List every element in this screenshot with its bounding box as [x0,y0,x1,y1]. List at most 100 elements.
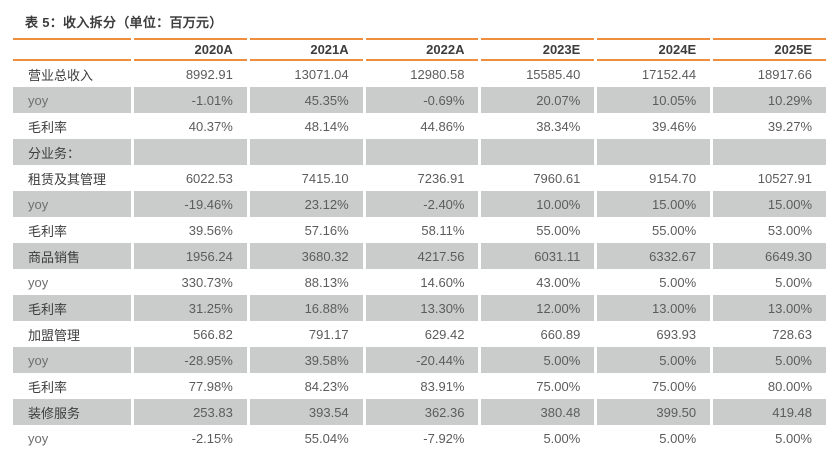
cell-value: 55.00% [481,217,595,243]
cell-value: 40.37% [134,113,247,139]
column-header: 2023E [481,38,595,61]
cell-value: 12980.58 [365,61,479,87]
header-empty-cell [13,38,131,61]
row-label: yoy [13,269,131,295]
row-label: 加盟管理 [13,321,131,347]
cell-value: 38.34% [481,113,595,139]
header-row: 2020A 2021A 2022A 2023E 2024E 2025E [13,38,826,61]
table-row: 毛利率 77.98% 84.23% 83.91% 75.00% 75.00% 8… [13,373,826,399]
cell-value: 9154.70 [597,165,711,191]
cell-value [249,139,363,165]
cell-value: -0.69% [365,87,479,113]
cell-value: 10.29% [713,87,826,113]
cell-value: 39.58% [249,347,363,373]
table-row: yoy -1.01% 45.35% -0.69% 20.07% 10.05% 1… [13,87,826,113]
cell-value: 1956.24 [134,243,247,269]
table-row: yoy -19.46% 23.12% -2.40% 10.00% 15.00% … [13,191,826,217]
row-label: 商品销售 [13,243,131,269]
cell-value: 10.00% [481,191,595,217]
cell-value: 55.04% [249,425,363,451]
cell-value: 43.00% [481,269,595,295]
table-title: 表 5：收入拆分（单位：百万元） [25,15,223,30]
cell-value: 13071.04 [249,61,363,87]
cell-value: 7236.91 [365,165,479,191]
cell-value: 5.00% [597,425,711,451]
column-header: 2024E [597,38,711,61]
cell-value: 45.35% [249,87,363,113]
cell-value: 10.05% [597,87,711,113]
cell-value: 5.00% [481,347,595,373]
column-header: 2025E [713,38,826,61]
cell-value [134,139,247,165]
row-label: 分业务： [13,139,131,165]
cell-value: -1.01% [134,87,247,113]
row-label: 营业总收入 [13,61,131,87]
cell-value: 13.00% [597,295,711,321]
cell-value: 39.56% [134,217,247,243]
row-label: 毛利率 [13,217,131,243]
cell-value: 15.00% [713,191,826,217]
cell-value: 88.13% [249,269,363,295]
table-row: 加盟管理 566.82 791.17 629.42 660.89 693.93 … [13,321,826,347]
cell-value: 77.98% [134,373,247,399]
table-row: 毛利率 39.56% 57.16% 58.11% 55.00% 55.00% 5… [13,217,826,243]
cell-value: -20.44% [365,347,479,373]
cell-value: 80.00% [713,373,826,399]
row-label: yoy [13,87,131,113]
table-row: 商品销售 1956.24 3680.32 4217.56 6031.11 633… [13,243,826,269]
cell-value: 330.73% [134,269,247,295]
cell-value: 693.93 [597,321,711,347]
cell-value: 6332.67 [597,243,711,269]
cell-value: 55.00% [597,217,711,243]
cell-value: 75.00% [481,373,595,399]
row-label: 毛利率 [13,113,131,139]
row-label: yoy [13,191,131,217]
cell-value: 44.86% [365,113,479,139]
cell-value: 5.00% [597,347,711,373]
cell-value: 7415.10 [249,165,363,191]
cell-value: 8992.91 [134,61,247,87]
table-row: 毛利率 31.25% 16.88% 13.30% 12.00% 13.00% 1… [13,295,826,321]
column-header: 2022A [365,38,479,61]
cell-value: 399.50 [597,399,711,425]
cell-value: 660.89 [481,321,595,347]
cell-value: 5.00% [713,425,826,451]
cell-value: 58.11% [365,217,479,243]
cell-value [481,139,595,165]
cell-value: 39.27% [713,113,826,139]
cell-value: 7960.61 [481,165,595,191]
cell-value: 419.48 [713,399,826,425]
table-row: 装修服务 253.83 393.54 362.36 380.48 399.50 … [13,399,826,425]
cell-value: -28.95% [134,347,247,373]
cell-value [597,139,711,165]
cell-value: -2.40% [365,191,479,217]
cell-value: 13.00% [713,295,826,321]
cell-value: 14.60% [365,269,479,295]
cell-value: 31.25% [134,295,247,321]
cell-value [713,139,826,165]
cell-value: 10527.91 [713,165,826,191]
cell-value: 20.07% [481,87,595,113]
cell-value: -7.92% [365,425,479,451]
cell-value: 566.82 [134,321,247,347]
table-row: yoy -28.95% 39.58% -20.44% 5.00% 5.00% 5… [13,347,826,373]
cell-value: 39.46% [597,113,711,139]
cell-value: 5.00% [713,347,826,373]
revenue-breakdown-table: 2020A 2021A 2022A 2023E 2024E 2025E 营业总收… [10,38,829,451]
table-row: 营业总收入 8992.91 13071.04 12980.58 15585.40… [13,61,826,87]
row-label: 装修服务 [13,399,131,425]
cell-value: 380.48 [481,399,595,425]
cell-value: 57.16% [249,217,363,243]
cell-value: 728.63 [713,321,826,347]
cell-value: 4217.56 [365,243,479,269]
cell-value: 362.36 [365,399,479,425]
table-row: yoy -2.15% 55.04% -7.92% 5.00% 5.00% 5.0… [13,425,826,451]
cell-value: 48.14% [249,113,363,139]
cell-value: 83.91% [365,373,479,399]
cell-value: 53.00% [713,217,826,243]
cell-value: 6022.53 [134,165,247,191]
row-label: 租赁及其管理 [13,165,131,191]
cell-value: 3680.32 [249,243,363,269]
cell-value: 84.23% [249,373,363,399]
